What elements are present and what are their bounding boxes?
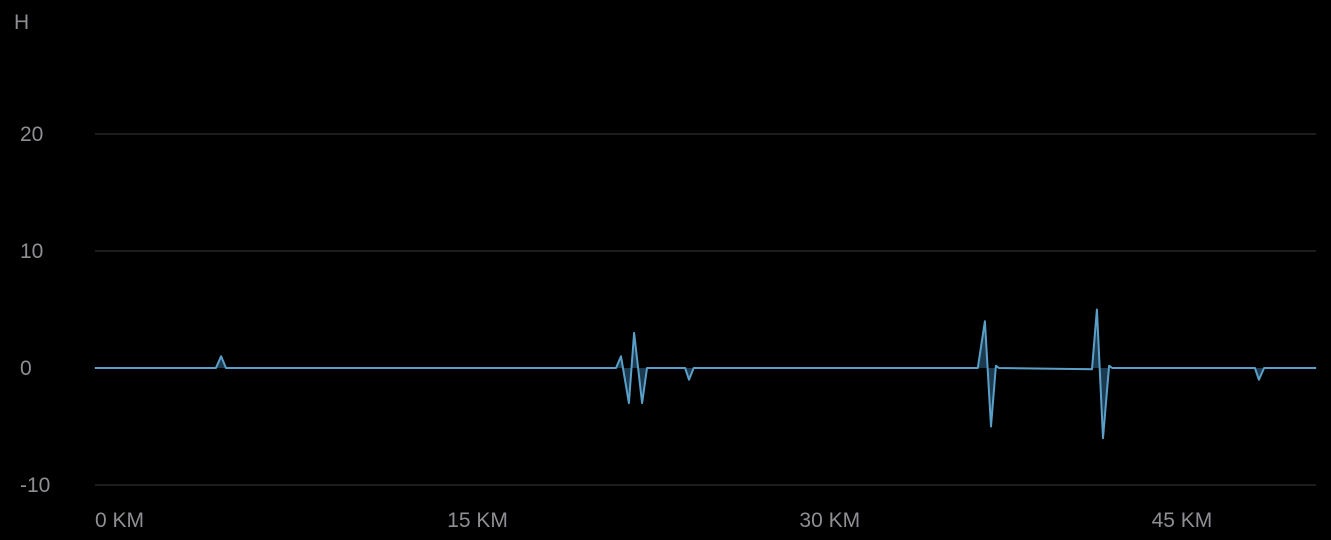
y-tick-label: 0 (20, 357, 32, 380)
data-point (998, 367, 1000, 369)
y-tick-label: 20 (20, 123, 43, 146)
data-point (633, 332, 635, 334)
data-point (1108, 365, 1110, 367)
series-line (95, 308, 1316, 440)
data-point (628, 402, 630, 404)
data-point (1111, 367, 1113, 369)
data-point (1091, 368, 1093, 370)
data-point (995, 365, 997, 367)
data-point (984, 320, 986, 322)
data-point (646, 367, 648, 369)
data-point (1315, 367, 1317, 369)
y-tick-label: -10 (20, 474, 50, 497)
data-point (1258, 379, 1260, 381)
x-tick-label: 45 KM (1152, 509, 1213, 532)
data-point (1254, 367, 1256, 369)
data-point (215, 367, 217, 369)
data-point (977, 367, 979, 369)
data-point (94, 367, 96, 369)
data-point (1096, 309, 1098, 310)
data-point (225, 367, 227, 369)
data-point (990, 426, 992, 427)
data-point (684, 367, 686, 369)
data-point (641, 402, 643, 404)
data-point (220, 355, 222, 357)
data-point (620, 355, 622, 357)
y-tick-label: 10 (20, 240, 43, 263)
series-area (95, 309, 1316, 439)
x-tick-label: 15 KM (447, 509, 508, 532)
x-tick-label: 0 KM (95, 509, 144, 532)
y-axis-label: H (14, 11, 29, 34)
data-point (693, 367, 695, 369)
data-point (688, 379, 690, 381)
data-point (615, 367, 617, 369)
data-point (1102, 437, 1104, 439)
data-point (1263, 367, 1265, 369)
x-tick-label: 30 KM (799, 509, 860, 532)
